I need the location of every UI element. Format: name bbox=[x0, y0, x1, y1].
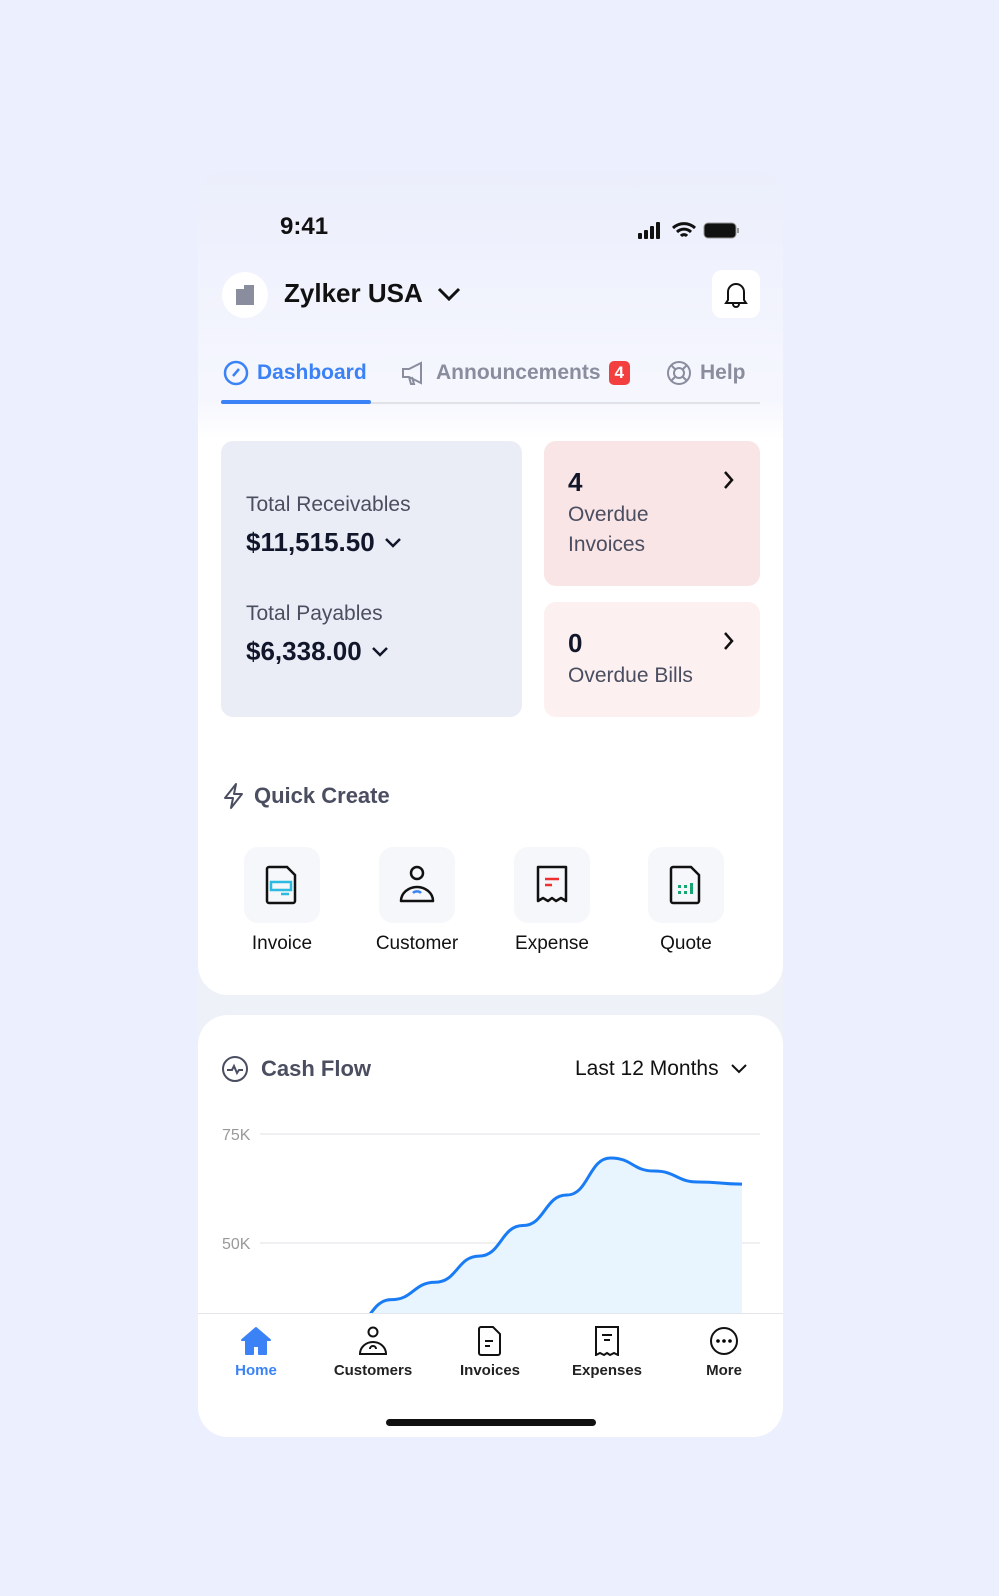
nav-customers[interactable]: Customers bbox=[318, 1326, 428, 1379]
tab-help[interactable]: Help bbox=[666, 360, 746, 386]
quick-create-heading: Quick Create bbox=[222, 782, 390, 810]
totals-card: Total Receivables $11,515.50 Total Payab… bbox=[221, 441, 522, 717]
overdue-bills-label: Overdue Bills bbox=[568, 664, 693, 687]
active-tab-indicator bbox=[221, 400, 371, 404]
nav-label: Home bbox=[235, 1362, 277, 1379]
overdue-invoices-label: Invoices bbox=[568, 533, 646, 556]
quick-create-expense[interactable]: Expense bbox=[492, 847, 612, 955]
y-tick-label: 75K bbox=[222, 1127, 251, 1144]
nav-label: More bbox=[706, 1362, 742, 1379]
quick-create-quote[interactable]: Quote bbox=[626, 847, 746, 955]
tab-dashboard[interactable]: Dashboard bbox=[223, 360, 367, 386]
chevron-down-icon bbox=[730, 1064, 747, 1074]
quick-create-label: Invoice bbox=[251, 933, 313, 954]
chevron-down-icon bbox=[371, 646, 388, 657]
period-dropdown[interactable]: Last 12 Months bbox=[575, 1057, 747, 1081]
receivables-value: $11,515.50 bbox=[246, 527, 375, 557]
tab-label: Announcements bbox=[436, 361, 601, 384]
quick-create-label: Customer bbox=[375, 933, 459, 954]
y-tick-label: 50K bbox=[222, 1236, 251, 1253]
customers-icon bbox=[358, 1326, 388, 1355]
quick-create-title: Quick Create bbox=[254, 783, 390, 808]
receivables-label: Total Receivables bbox=[246, 493, 411, 516]
nav-label: Customers bbox=[333, 1362, 413, 1379]
nav-label: Expenses bbox=[571, 1362, 643, 1379]
chevron-down-icon bbox=[384, 537, 401, 548]
tab-divider bbox=[221, 402, 760, 404]
home-indicator[interactable] bbox=[386, 1419, 596, 1426]
cash-flow-title: Cash Flow bbox=[261, 1056, 372, 1081]
gauge-icon bbox=[223, 360, 249, 386]
nav-invoices[interactable]: Invoices bbox=[435, 1326, 545, 1379]
lightning-icon bbox=[224, 783, 243, 809]
chevron-down-icon bbox=[437, 287, 460, 301]
notifications-button[interactable] bbox=[712, 270, 760, 318]
lifebuoy-icon bbox=[667, 361, 691, 385]
payables-label: Total Payables bbox=[246, 602, 383, 625]
tab-announcements[interactable]: Announcements 4 bbox=[400, 360, 630, 386]
tab-label: Dashboard bbox=[257, 361, 367, 384]
chevron-right-icon bbox=[724, 471, 734, 489]
invoice-icon bbox=[265, 865, 297, 905]
more-icon bbox=[710, 1327, 738, 1355]
overdue-bills-count: 0 bbox=[568, 628, 583, 658]
customer-icon bbox=[399, 865, 435, 903]
status-time: 9:41 bbox=[280, 213, 329, 240]
organization-name: Zylker USA bbox=[284, 278, 423, 308]
status-icons bbox=[638, 222, 739, 239]
period-value: Last 12 Months bbox=[575, 1057, 719, 1080]
status-bar: 9:41 bbox=[258, 180, 783, 250]
dashboard-panel: 9:41 Zylker USA Dashboard Announcements … bbox=[198, 170, 783, 995]
expense-icon bbox=[536, 865, 568, 903]
quick-create-label: Quote bbox=[660, 933, 712, 954]
nav-more[interactable]: More bbox=[669, 1326, 779, 1379]
organization-switcher[interactable]: Zylker USA bbox=[284, 278, 461, 309]
cash-flow-heading: Cash Flow bbox=[221, 1055, 371, 1083]
bell-icon bbox=[724, 283, 748, 308]
overdue-invoices-label: Overdue bbox=[568, 503, 649, 526]
home-icon bbox=[241, 1327, 271, 1355]
overdue-bills-card[interactable]: 0 Overdue Bills bbox=[544, 602, 760, 717]
overdue-invoices-count: 4 bbox=[568, 467, 583, 497]
expenses-icon bbox=[595, 1326, 619, 1356]
payables-value: $6,338.00 bbox=[246, 636, 362, 666]
nav-home[interactable]: Home bbox=[201, 1326, 311, 1379]
tab-label: Help bbox=[700, 361, 746, 384]
quick-create-label: Expense bbox=[515, 933, 589, 954]
nav-label: Invoices bbox=[459, 1362, 521, 1379]
megaphone-icon bbox=[402, 361, 422, 385]
phone-screen: 9:41 Zylker USA Dashboard Announcements … bbox=[198, 170, 783, 1437]
pulse-icon bbox=[222, 1056, 248, 1082]
overdue-invoices-card[interactable]: 4 Overdue Invoices bbox=[544, 441, 760, 586]
chevron-right-icon bbox=[724, 632, 734, 650]
announcements-badge: 4 bbox=[608, 361, 630, 385]
bottom-nav: Home Customers Invoices Expenses More bbox=[198, 1313, 783, 1437]
quote-icon bbox=[669, 865, 701, 905]
invoices-icon bbox=[478, 1326, 501, 1356]
payables-dropdown[interactable]: $6,338.00 bbox=[246, 636, 388, 667]
quick-create-invoice[interactable]: Invoice bbox=[222, 847, 342, 955]
quick-create-customer[interactable]: Customer bbox=[357, 847, 477, 955]
organization-icon[interactable] bbox=[222, 272, 268, 318]
receivables-dropdown[interactable]: $11,515.50 bbox=[246, 527, 401, 558]
nav-expenses[interactable]: Expenses bbox=[552, 1326, 662, 1379]
